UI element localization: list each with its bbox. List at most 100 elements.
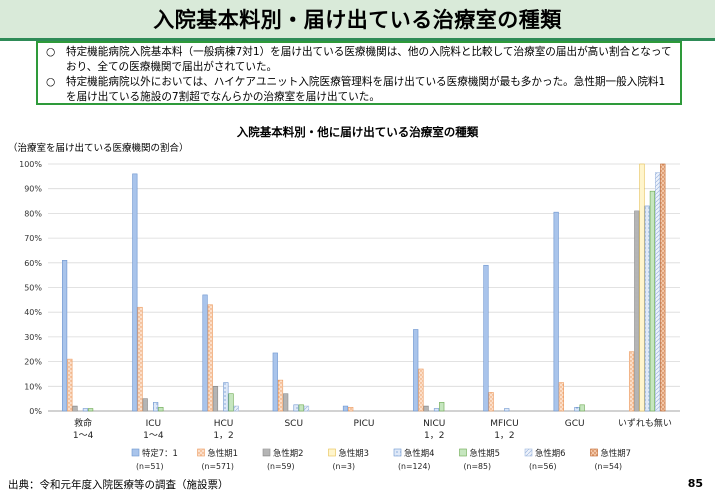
legend-swatch (393, 448, 402, 457)
bar (644, 205, 650, 412)
bar (298, 404, 304, 412)
bar (88, 408, 94, 412)
y-tick-label: 90% (24, 185, 42, 194)
x-tick-label: MFICU (490, 419, 518, 429)
x-tick-label: NICU (423, 419, 445, 429)
bar (223, 382, 229, 412)
summary-text: 特定機能病院以外においては、ハイケアユニット入院医療管理料を届け出ている医療機関… (66, 76, 666, 103)
x-tick-label: HCU (214, 419, 234, 429)
y-tick-label: 80% (24, 209, 42, 218)
bar (423, 405, 429, 412)
bar (342, 405, 349, 412)
bar (272, 352, 278, 412)
bar (67, 358, 73, 412)
y-tick-label: 50% (24, 284, 42, 293)
x-tick-label: SCU (284, 419, 303, 429)
summary-box: ○ 特定機能病院入院基本料（一般病棟7対1）を届け出ている医療機関は、他の入院料… (36, 41, 682, 105)
bar (62, 260, 68, 412)
x-tick-label: ICU (146, 419, 162, 429)
x-tick-label: GCU (565, 419, 585, 429)
legend-swatch (590, 448, 598, 457)
legend-label: 急性期6 (535, 448, 565, 458)
legend-count: (n=56) (529, 462, 556, 471)
x-tick-label: PICU (354, 419, 375, 429)
legend-swatch (459, 448, 467, 457)
summary-item: ○ 特定機能病院以外においては、ハイケアユニット入院医療管理料を届け出ている医療… (46, 75, 672, 105)
bar (483, 264, 489, 412)
legend-label: 急性期2 (273, 448, 303, 458)
bar (553, 211, 559, 412)
bar (488, 392, 494, 412)
y-tick-label: 20% (24, 358, 42, 367)
bar (574, 406, 580, 412)
x-tick-label: 1，2 (424, 431, 444, 441)
legend-label: 特定7：1 (142, 448, 178, 458)
circle-bullet-icon: ○ (46, 76, 56, 88)
bar (303, 405, 310, 412)
bar (153, 402, 159, 412)
x-tick-label: 1～4 (143, 431, 164, 441)
legend-label: 急性期4 (404, 448, 434, 458)
circle-bullet-icon: ○ (46, 46, 56, 58)
bar (649, 190, 655, 412)
legend-label: 急性期7 (601, 448, 631, 458)
bar (132, 173, 138, 412)
x-tick-label: 1，2 (494, 431, 514, 441)
bar (142, 398, 148, 412)
bar (348, 406, 354, 412)
bar (228, 393, 234, 412)
bar (639, 163, 645, 412)
bar (558, 382, 564, 412)
bar (579, 404, 585, 412)
bar (137, 306, 143, 412)
legend-count: (n=54) (595, 462, 622, 471)
legend-swatch (131, 448, 140, 457)
bar (207, 304, 213, 412)
x-axis: 救命 1～4 ICU 1～4 HCU 1，2 SCU PICU NICU 1，2 MFICU 1，2 G… (73, 417, 672, 441)
legend-count: (n=571) (202, 462, 234, 471)
x-tick-label: いずれも無い (618, 417, 672, 429)
y-tick-label: 60% (24, 259, 42, 268)
chart-title: 入院基本料別・他に届け出ている治療室の種類 (236, 125, 479, 139)
source-note: 出典：令和元年度入院医療等の調査（施設票） (8, 479, 229, 491)
legend-count: (n=51) (136, 462, 163, 471)
legend-count: (n=3) (333, 462, 356, 471)
bar (158, 406, 164, 412)
legend-swatch (328, 448, 336, 457)
title-bar: 入院基本料別・届け出ている治療室の種類 (0, 0, 715, 41)
bar (628, 351, 635, 412)
bar (418, 368, 424, 412)
bar (72, 405, 78, 412)
legend-label: 急性期3 (339, 448, 369, 458)
x-tick-label: 1～4 (73, 431, 94, 441)
bar (634, 210, 640, 412)
x-tick-label: 救命 (74, 417, 92, 429)
legend-label: 急性期5 (470, 448, 500, 458)
summary-text: 特定機能病院入院基本料（一般病棟7対1）を届け出ている医療機関は、他の入院料と比… (66, 46, 672, 73)
y-axis: 0% 10% 20% 30% 40% 50% 60% 70% 80% 90% 100% (19, 160, 42, 416)
y-axis-note: （治療室を届け出ている医療機関の割合） (8, 143, 189, 154)
legend-swatch (197, 448, 205, 457)
bar (277, 379, 284, 412)
bar (293, 404, 299, 412)
x-tick-label: 1，2 (213, 431, 233, 441)
bar (202, 294, 208, 412)
legend-swatch (262, 448, 271, 457)
legend-label: 急性期1 (208, 448, 238, 458)
page-title: 入院基本料別・届け出ている治療室の種類 (153, 8, 562, 32)
bar (413, 329, 419, 412)
page-number: 85 (687, 477, 703, 490)
y-tick-label: 40% (24, 308, 42, 317)
bar (212, 386, 219, 412)
bar (82, 408, 89, 412)
bar (504, 408, 510, 412)
y-tick-label: 100% (19, 160, 42, 169)
y-tick-label: 30% (24, 333, 42, 342)
bar (283, 393, 289, 412)
y-tick-label: 70% (24, 234, 42, 243)
legend-count: (n=85) (464, 462, 491, 471)
bar (654, 172, 661, 412)
bar (660, 163, 666, 412)
legend: 特定7：1 (n=51) 急性期1 (n=571) 急性期2 (n=59) 急性期3 (n=3… (131, 448, 631, 471)
bar (433, 408, 440, 412)
